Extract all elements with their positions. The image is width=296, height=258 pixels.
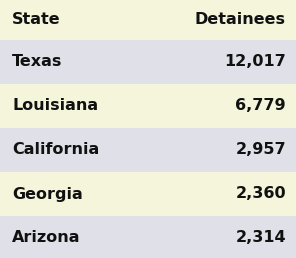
Bar bbox=[0, 172, 296, 216]
Text: Georgia: Georgia bbox=[12, 187, 83, 201]
Text: California: California bbox=[12, 142, 99, 157]
Text: Texas: Texas bbox=[12, 54, 62, 69]
Text: Louisiana: Louisiana bbox=[12, 99, 98, 114]
Text: 2,360: 2,360 bbox=[235, 187, 286, 201]
Text: State: State bbox=[12, 12, 61, 28]
Text: 12,017: 12,017 bbox=[224, 54, 286, 69]
Text: Arizona: Arizona bbox=[12, 230, 81, 246]
Bar bbox=[0, 128, 296, 172]
Text: 2,314: 2,314 bbox=[235, 230, 286, 246]
Bar bbox=[0, 216, 296, 258]
Text: Detainees: Detainees bbox=[195, 12, 286, 28]
Bar bbox=[0, 84, 296, 128]
Bar bbox=[0, 40, 296, 84]
Text: 6,779: 6,779 bbox=[235, 99, 286, 114]
Bar bbox=[0, 0, 296, 40]
Text: 2,957: 2,957 bbox=[235, 142, 286, 157]
